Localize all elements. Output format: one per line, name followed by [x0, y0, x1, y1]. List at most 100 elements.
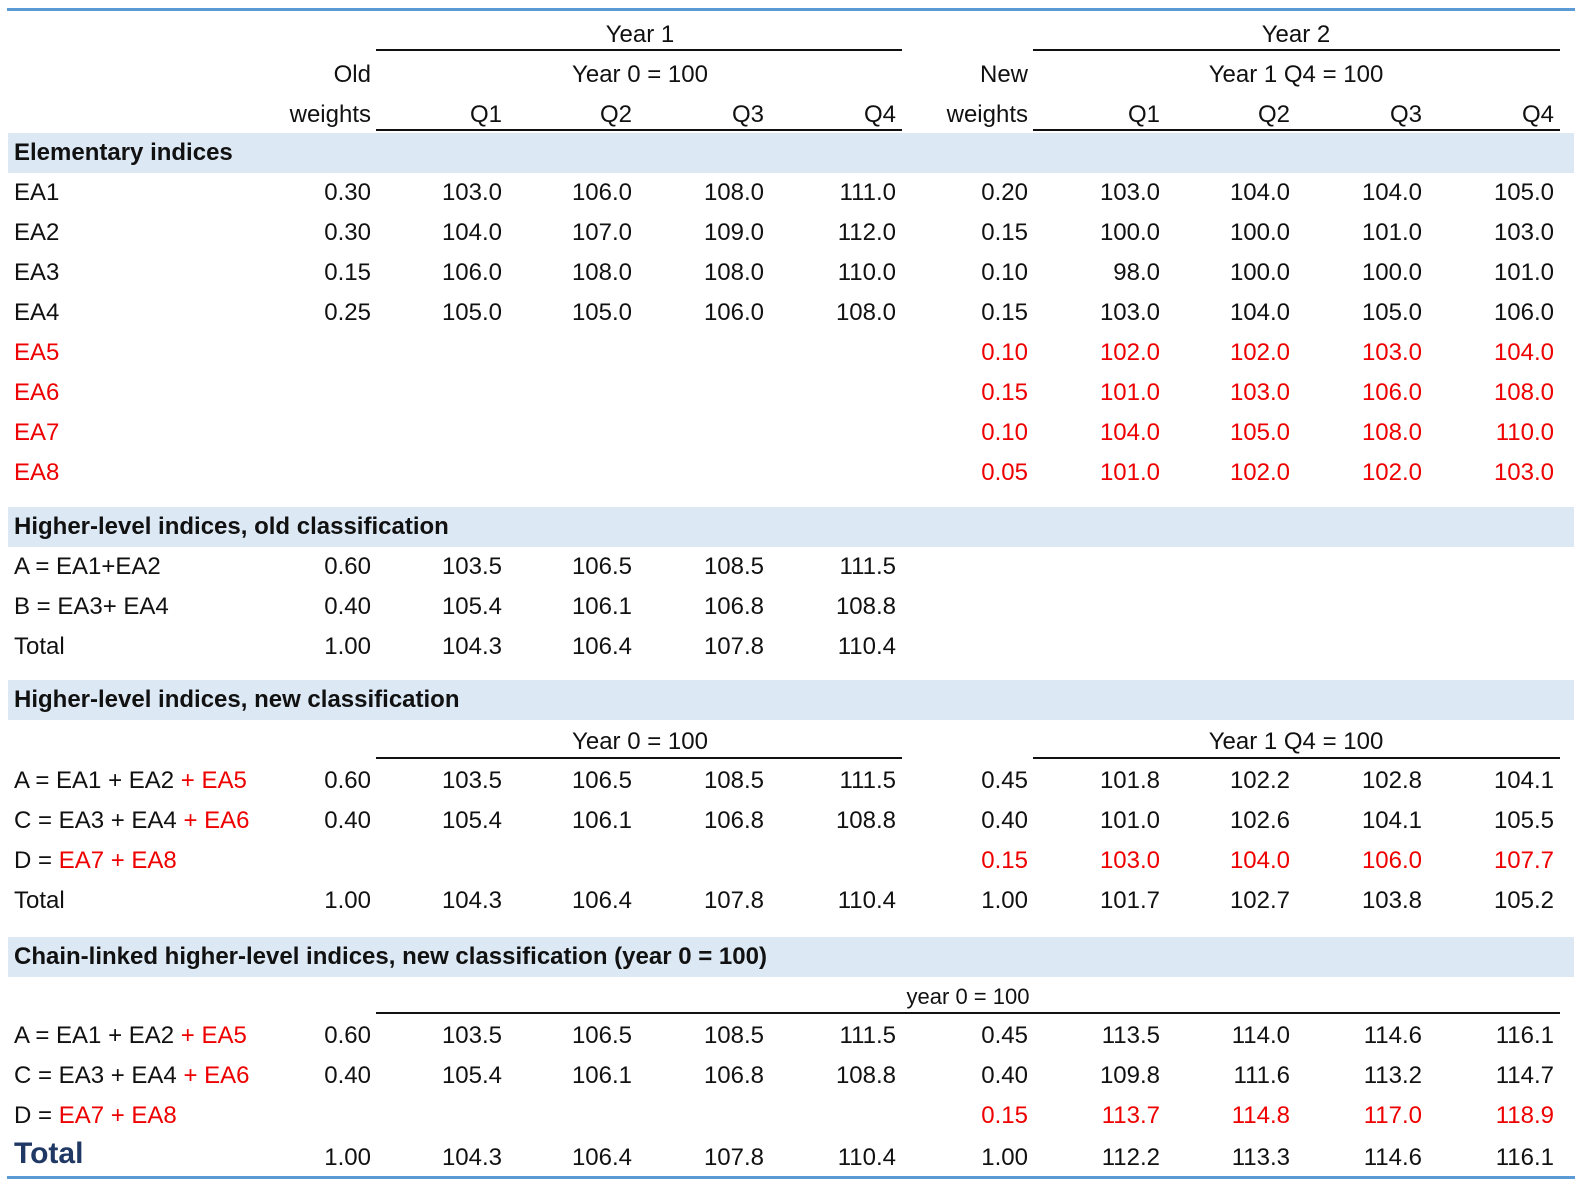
new-weight: 0.40 [981, 807, 1028, 834]
year1-value: 111.5 [839, 767, 897, 794]
quarter-header-y1-Q4: Q4 [863, 101, 896, 128]
underline [376, 757, 902, 759]
new-weight: 0.15 [981, 299, 1028, 326]
new-weight: 0.40 [981, 1062, 1028, 1089]
row-label: EA3 [14, 259, 60, 286]
section-band [8, 133, 1574, 173]
row-label: Total [14, 633, 65, 660]
year1-value: 108.0 [703, 259, 764, 286]
chain-base-label: year 0 = 100 [906, 984, 1030, 1009]
year1-value: 106.0 [441, 259, 502, 286]
old-weight: 0.15 [324, 259, 371, 286]
quarter-header-y2-Q3: Q3 [1389, 101, 1422, 128]
year1-value: 103.5 [441, 1022, 502, 1049]
year1-value: 112.0 [837, 219, 896, 246]
section-band [8, 680, 1574, 720]
year2-value: 103.0 [1493, 459, 1554, 486]
year1-value: 106.0 [703, 299, 764, 326]
row-label: C = EA3 + EA4 + EA6 [14, 1056, 249, 1096]
blue-rule [7, 8, 1575, 11]
year2-value: 101.0 [1493, 259, 1554, 286]
year2-value: 103.0 [1099, 179, 1160, 206]
year1-value: 108.8 [835, 593, 896, 620]
year1-value: 106.4 [571, 1144, 632, 1171]
year1-value: 111.5 [839, 1022, 897, 1049]
underline [1033, 49, 1560, 51]
year2-value: 106.0 [1493, 299, 1554, 326]
year1-value: 107.0 [571, 219, 632, 246]
quarter-header-y1-Q3: Q3 [731, 101, 764, 128]
year1-value: 103.0 [441, 179, 502, 206]
year2-value: 108.0 [1493, 379, 1554, 406]
year2-value: 100.0 [1361, 259, 1422, 286]
new-weight: 0.10 [981, 259, 1028, 286]
old-weight: 0.30 [324, 219, 371, 246]
year1-value: 106.4 [571, 887, 632, 914]
year1-value: 106.1 [571, 593, 632, 620]
year2-value: 114.7 [1495, 1062, 1554, 1089]
year2-value: 101.0 [1361, 219, 1422, 246]
year2-value: 101.0 [1099, 459, 1160, 486]
new-weight: 1.00 [981, 887, 1028, 914]
row-label-part: A = EA1 + EA2 [14, 1022, 181, 1049]
new-weight: 0.20 [981, 179, 1028, 206]
old-weight: 0.30 [324, 179, 371, 206]
year2-value: 104.1 [1361, 807, 1422, 834]
old-weight: 0.40 [324, 807, 371, 834]
new-weight: 0.05 [981, 459, 1028, 486]
year2-value: 113.7 [1101, 1102, 1160, 1129]
year2-value: 102.2 [1229, 767, 1290, 794]
underline [376, 1012, 1560, 1014]
row-label-part: Total [14, 1137, 84, 1170]
year2-value: 104.0 [1099, 419, 1160, 446]
year2-value: 113.5 [1101, 1022, 1160, 1049]
row-label-part: A = EA1 + EA2 [14, 767, 181, 794]
new-weight: 0.10 [981, 339, 1028, 366]
old-weights-label: weights [289, 101, 371, 128]
year1-value: 103.5 [441, 553, 502, 580]
year1-value: 107.8 [703, 1144, 764, 1171]
year2-value: 107.7 [1493, 847, 1554, 874]
year1-value: 106.5 [571, 767, 632, 794]
year2-value: 103.0 [1099, 847, 1160, 874]
year1-value: 106.8 [703, 807, 764, 834]
year1-value: 110.4 [837, 1144, 896, 1171]
year2-value: 105.5 [1493, 807, 1554, 834]
new-weight: 0.15 [981, 219, 1028, 246]
section-band [8, 507, 1574, 547]
year1-value: 106.8 [703, 1062, 764, 1089]
year2-value: 101.0 [1099, 379, 1160, 406]
year2-value: 102.6 [1229, 807, 1290, 834]
year1-value: 108.5 [703, 553, 764, 580]
year2-value: 101.7 [1099, 887, 1160, 914]
year2-value: 100.0 [1099, 219, 1160, 246]
row-label: B = EA3+ EA4 [14, 593, 169, 620]
base-year1q4-label: Year 1 Q4 = 100 [1208, 728, 1384, 755]
year1-value: 111.5 [839, 553, 897, 580]
row-label-part: C = EA3 + EA4 [14, 1062, 184, 1089]
year1-value: 108.0 [571, 259, 632, 286]
year2-value: 118.9 [1495, 1102, 1554, 1129]
old-weights-label: Old [333, 61, 371, 88]
year2-value: 117.0 [1363, 1102, 1422, 1129]
year1-value: 106.1 [571, 807, 632, 834]
year2-value: 114.6 [1363, 1144, 1422, 1171]
year1-value: 105.0 [571, 299, 632, 326]
year1-value: 104.3 [441, 887, 502, 914]
row-label: D = EA7 + EA8 [14, 1096, 177, 1136]
quarter-header-y2-Q4: Q4 [1521, 101, 1554, 128]
year2-value: 104.0 [1361, 179, 1422, 206]
new-weight: 0.45 [981, 1022, 1028, 1049]
section-title-chain: Chain-linked higher-level indices, new c… [14, 943, 767, 970]
year1-value: 108.5 [703, 1022, 764, 1049]
year2-value: 102.0 [1361, 459, 1422, 486]
year1-value: 108.0 [703, 179, 764, 206]
year2-value: 105.2 [1493, 887, 1554, 914]
year2-value: 106.0 [1361, 379, 1422, 406]
row-label: EA5 [14, 339, 60, 366]
year1-value: 106.8 [703, 593, 764, 620]
new-weight: 0.15 [981, 847, 1028, 874]
year1-value: 110.4 [837, 887, 896, 914]
row-label: Total [14, 881, 65, 921]
year2-value: 105.0 [1361, 299, 1422, 326]
